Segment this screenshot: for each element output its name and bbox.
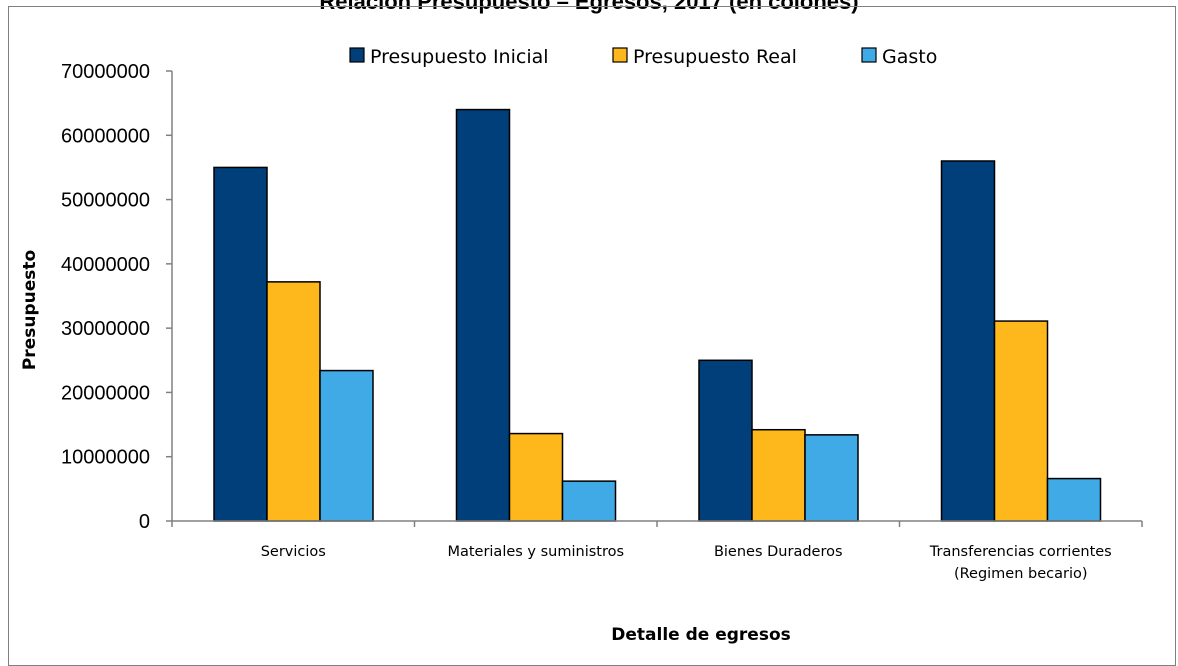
x-category-label: Bienes Duraderos <box>714 544 843 560</box>
y-axis-title: Presupuesto <box>20 250 40 370</box>
y-axis: 0 10000000 20000000 30000000 40000000 5000000… <box>61 61 173 533</box>
bars <box>213 108 1102 522</box>
bar <box>804 434 859 522</box>
legend-label: Presupuesto Inicial <box>370 46 549 68</box>
legend-swatch <box>861 47 877 63</box>
x-axis: Servicios Materiales y suministros Bienes … <box>171 520 1143 582</box>
x-category-label: (Regimen becario) <box>954 566 1088 582</box>
bar <box>1046 477 1102 522</box>
y-tick-label: 10000000 <box>61 447 150 469</box>
x-category-label: Materiales y suministros <box>447 544 624 560</box>
bar <box>561 480 617 522</box>
y-tick-label: 70000000 <box>61 61 150 83</box>
legend: Presupuesto Inicial Presupuesto Real Gasto <box>349 46 937 68</box>
y-tick-label: 30000000 <box>61 318 150 340</box>
x-category-label: Servicios <box>261 544 326 560</box>
bar <box>993 320 1049 522</box>
bar <box>266 281 321 522</box>
legend-swatch <box>612 47 628 63</box>
bar <box>508 432 564 522</box>
bar <box>698 359 753 522</box>
y-tick-label: 20000000 <box>61 382 150 404</box>
bar <box>455 108 511 522</box>
y-tick-label: 50000000 <box>61 190 150 212</box>
chart-title: Relación Presupuesto – Egresos, 2017 (en… <box>319 0 859 14</box>
legend-label: Presupuesto Real <box>633 46 797 68</box>
bar <box>940 160 996 522</box>
bar <box>751 428 806 522</box>
legend-swatch <box>349 47 365 63</box>
y-tick-label: 0 <box>139 511 150 533</box>
y-tick-label: 40000000 <box>61 254 150 276</box>
bar <box>319 369 374 522</box>
x-category-label: Transferencias corrientes <box>929 544 1112 560</box>
x-axis-title: Detalle de egresos <box>611 625 791 645</box>
legend-label: Gasto <box>882 46 937 68</box>
y-tick-label: 60000000 <box>61 125 150 147</box>
bar <box>213 166 268 522</box>
